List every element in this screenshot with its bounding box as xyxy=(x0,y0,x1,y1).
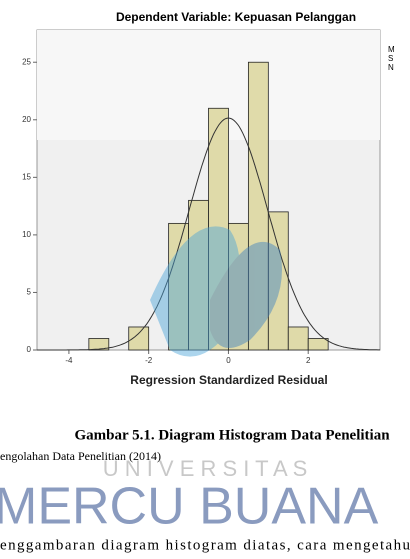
y-tick-label: 10 xyxy=(22,230,31,239)
x-tick-label: -2 xyxy=(145,356,153,365)
normal-curve xyxy=(37,117,380,351)
x-tick-label: 0 xyxy=(226,356,231,365)
legend-label: S xyxy=(388,54,393,63)
x-tick-label: -4 xyxy=(65,356,73,365)
bar xyxy=(128,326,150,351)
bar xyxy=(307,338,329,351)
x-tick-label: 2 xyxy=(306,356,311,365)
bar xyxy=(287,326,309,351)
logo-blue xyxy=(150,226,240,357)
bar xyxy=(267,211,289,351)
legend-label: N xyxy=(388,63,394,72)
bar xyxy=(88,338,110,351)
watermark-line2: MERCU BUANA xyxy=(0,478,379,536)
plot: 0 5 10 15 20 25 -4 -2 0 2 xyxy=(22,57,380,365)
y-tick-label: 25 xyxy=(22,57,31,66)
bar xyxy=(247,61,269,351)
source: engolahan Data Penelitian (2014) xyxy=(0,449,161,463)
y-tick-label: 0 xyxy=(27,345,32,354)
watermark-line1: U N I V E R S I T A S xyxy=(103,456,308,481)
chart-subtitle: Dependent Variable: Kepuasan Pelanggan xyxy=(116,10,356,24)
y-tick-label: 15 xyxy=(22,172,31,181)
logo-blue2 xyxy=(210,241,282,348)
legend-label: M xyxy=(388,45,395,54)
y-tick-label: 20 xyxy=(22,115,31,124)
body-text: enggambaran diagram histogram diatas, ca… xyxy=(0,537,410,553)
x-axis-label: Regression Standardized Residual xyxy=(130,373,327,387)
watermark-logo xyxy=(150,226,282,357)
caption: Gambar 5.1. Diagram Histogram Data Penel… xyxy=(74,427,390,443)
y-tick-label: 5 xyxy=(27,288,32,297)
